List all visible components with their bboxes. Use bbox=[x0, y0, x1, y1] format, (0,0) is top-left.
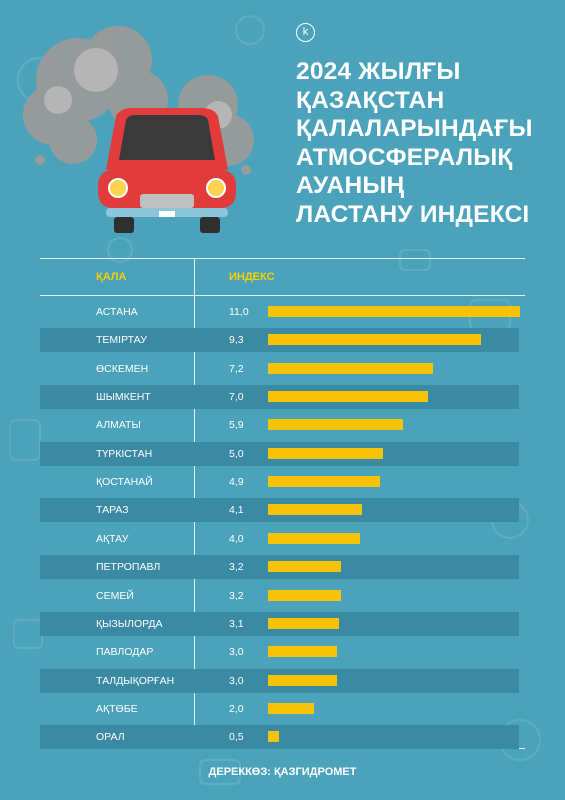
value-label: 0,5 bbox=[229, 731, 244, 744]
table-row: ОРАЛ 0,5 bbox=[40, 725, 519, 750]
source-note: ДЕРЕККӨЗ: ҚАЗГИДРОМЕТ bbox=[208, 766, 357, 778]
table-row: АСТАНА 11,0 bbox=[40, 300, 520, 324]
index-bar bbox=[268, 561, 342, 573]
value-label: 3,2 bbox=[229, 589, 244, 602]
city-label: АҚТӨБЕ bbox=[96, 702, 138, 715]
table-row: ҚОСТАНАЙ 4,9 bbox=[40, 470, 519, 494]
index-bar bbox=[268, 646, 337, 658]
index-bar bbox=[268, 306, 520, 317]
value-label: 3,0 bbox=[229, 646, 244, 659]
city-label: СЕМЕЙ bbox=[96, 589, 134, 602]
value-label: 3,1 bbox=[229, 617, 244, 630]
city-label: ҚОСТАНАЙ bbox=[96, 476, 153, 489]
table-row: ТҮРКІСТАН 5,0 bbox=[40, 441, 519, 466]
city-label: ӨСКЕМЕН bbox=[96, 362, 149, 375]
city-label: ПАВЛОДАР bbox=[96, 646, 154, 659]
index-bar bbox=[268, 589, 342, 601]
city-label: АСТАНА bbox=[96, 306, 138, 318]
title-line: ЛАСТАНУ ИНДЕКСІ bbox=[296, 200, 530, 228]
table-row: ПЕТРОПАВЛ 3,2 bbox=[40, 555, 519, 580]
table-row: ПАВЛОДАР 3,0 bbox=[40, 640, 519, 664]
header-city: ҚАЛА bbox=[96, 271, 127, 283]
title-line: 2024 ЖЫЛҒЫ bbox=[296, 58, 461, 85]
city-label: ТҮРКІСТАН bbox=[96, 447, 153, 460]
title-line: ҚАЛАЛАРЫНДАҒЫ bbox=[296, 115, 533, 143]
value-label: 3,2 bbox=[229, 561, 244, 574]
city-label: ОРАЛ bbox=[96, 731, 125, 744]
brand-logo: k bbox=[296, 23, 315, 42]
value-label: 5,0 bbox=[229, 447, 244, 460]
value-label: 7,2 bbox=[229, 362, 244, 375]
value-label: 7,0 bbox=[229, 391, 244, 404]
value-label: 11,0 bbox=[229, 306, 249, 318]
city-label: ШЫМКЕНТ bbox=[96, 391, 151, 404]
index-bar bbox=[268, 674, 337, 686]
page-title: 2024 ЖЫЛҒЫ ҚАЗАҚСТАН ҚАЛАЛАРЫНДАҒЫ АТМОС… bbox=[296, 58, 556, 230]
index-bar bbox=[268, 334, 482, 346]
table-row: АЛМАТЫ 5,9 bbox=[40, 413, 519, 437]
index-bar bbox=[268, 362, 433, 374]
index-bar bbox=[268, 617, 340, 629]
value-label: 2,0 bbox=[229, 702, 244, 715]
index-bar bbox=[268, 447, 383, 459]
index-bar bbox=[268, 476, 381, 488]
table-row: ҚЫЗЫЛОРДА 3,1 bbox=[40, 611, 519, 636]
index-bar bbox=[268, 504, 362, 516]
title-line: ҚАЗАҚСТАН bbox=[296, 86, 445, 114]
city-label: АҚТАУ bbox=[96, 532, 129, 545]
table-row: ТАЛДЫҚОРҒАН 3,0 bbox=[40, 668, 519, 693]
index-bar bbox=[268, 532, 360, 544]
value-label: 4,0 bbox=[229, 532, 244, 545]
index-bar bbox=[268, 702, 314, 714]
value-label: 4,9 bbox=[229, 476, 244, 489]
table-row: СЕМЕЙ 3,2 bbox=[40, 584, 519, 608]
value-label: 9,3 bbox=[229, 334, 244, 347]
table-row: ТАРАЗ 4,1 bbox=[40, 498, 519, 523]
value-label: 5,9 bbox=[229, 419, 244, 432]
city-label: ТАЛДЫҚОРҒАН bbox=[96, 674, 175, 687]
index-bar bbox=[268, 391, 429, 403]
car-smoke-illustration bbox=[23, 26, 254, 233]
header-index: ИНДЕКС bbox=[229, 271, 275, 283]
table-row: ТЕМІРТАУ 9,3 bbox=[40, 328, 519, 353]
table-row: АҚТӨБЕ 2,0 bbox=[40, 697, 519, 721]
table-header-line bbox=[40, 295, 525, 296]
index-bar bbox=[268, 419, 404, 431]
city-label: АЛМАТЫ bbox=[96, 419, 141, 432]
table-row: ШЫМКЕНТ 7,0 bbox=[40, 385, 519, 410]
city-label: ТЕМІРТАУ bbox=[96, 334, 147, 347]
title-line: АУАНЫҢ bbox=[296, 172, 405, 200]
value-label: 3,0 bbox=[229, 674, 244, 687]
index-bar bbox=[268, 731, 280, 743]
table-row: АҚТАУ 4,0 bbox=[40, 527, 519, 551]
table-row: ӨСКЕМЕН 7,2 bbox=[40, 357, 519, 381]
value-label: 4,1 bbox=[229, 504, 244, 517]
city-label: ПЕТРОПАВЛ bbox=[96, 561, 161, 574]
city-label: ҚЫЗЫЛОРДА bbox=[96, 617, 163, 630]
title-line: АТМОСФЕРАЛЫҚ bbox=[296, 143, 513, 171]
city-label: ТАРАЗ bbox=[96, 504, 129, 517]
table-top-line bbox=[40, 258, 525, 259]
